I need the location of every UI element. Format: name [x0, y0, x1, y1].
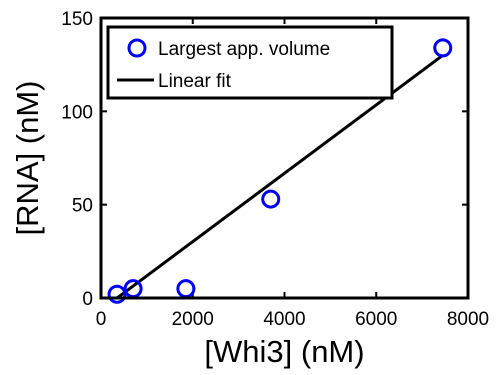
data-point	[176, 279, 196, 299]
y-tick-label: 50	[72, 196, 93, 217]
legend-box	[106, 25, 394, 100]
legend-label-scatter: Largest app. volume	[158, 39, 330, 60]
x-tick-label: 6000	[355, 309, 397, 330]
x-tick-label: 4000	[263, 309, 305, 330]
data-point	[107, 284, 127, 304]
data-point	[433, 38, 453, 58]
y-tick-label: 0	[82, 289, 93, 310]
legend: Largest app. volume Linear fit	[106, 25, 394, 100]
y-tick-label: 100	[61, 102, 93, 123]
x-tick-label: 2000	[172, 309, 214, 330]
x-tick-label: 8000	[447, 309, 489, 330]
legend-label-fit: Linear fit	[158, 71, 232, 92]
x-axis-title: [Whi3] (nM)	[204, 334, 364, 369]
data-point	[261, 189, 281, 209]
plot-area-frame	[99, 16, 470, 300]
x-axis-ticks: 0 2000 4000 6000 8000	[96, 18, 489, 330]
x-tick-label: 0	[96, 309, 107, 330]
y-tick-label: 150	[61, 9, 93, 30]
y-axis-title: [RNA] (nM)	[10, 81, 45, 236]
legend-marker-circle	[127, 38, 147, 58]
